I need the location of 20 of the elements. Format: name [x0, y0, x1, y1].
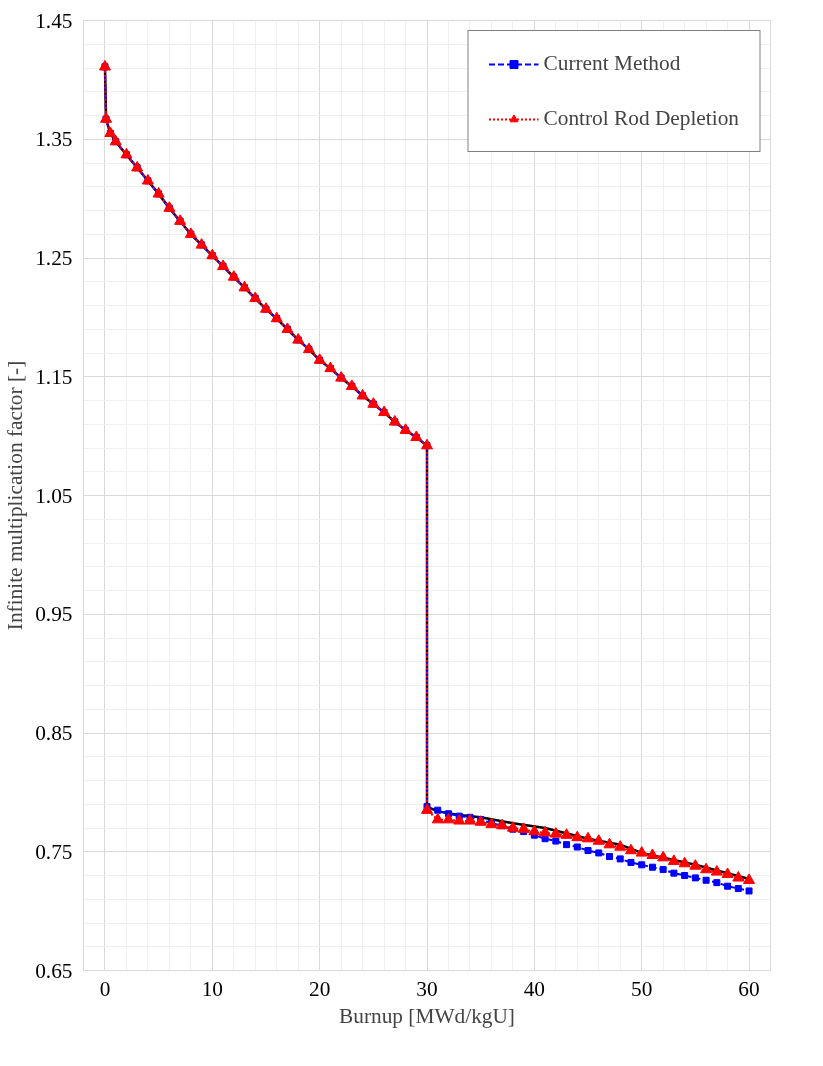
x-tick-label: 10 — [201, 976, 223, 1001]
legend-label: Current Method — [543, 51, 681, 76]
y-tick-label: 0.75 — [35, 839, 73, 864]
x-tick-label: 30 — [416, 976, 438, 1001]
y-tick-label: 1.05 — [35, 483, 73, 508]
y-axis-title: Infinite multiplication factor [-] — [3, 360, 28, 631]
y-tick-label: 0.95 — [35, 602, 73, 627]
legend-label: Control Rod Depletion — [543, 106, 739, 131]
y-tick-label: 1.45 — [35, 8, 73, 33]
x-tick-label: 40 — [523, 976, 546, 1001]
x-tick-label: 0 — [99, 976, 111, 1001]
x-tick-label: 50 — [631, 976, 653, 1001]
y-tick-label: 1.25 — [35, 246, 73, 270]
x-tick-label: 60 — [738, 976, 760, 1001]
y-tick-label: 1.15 — [35, 364, 73, 389]
x-axis-title: Burnup [MWd/kgU] — [339, 1003, 515, 1028]
y-tick-label: 0.65 — [35, 958, 73, 983]
x-tick-label: 20 — [308, 976, 331, 1001]
y-tick-label: 1.35 — [35, 127, 73, 152]
y-tick-label: 0.85 — [35, 721, 73, 745]
